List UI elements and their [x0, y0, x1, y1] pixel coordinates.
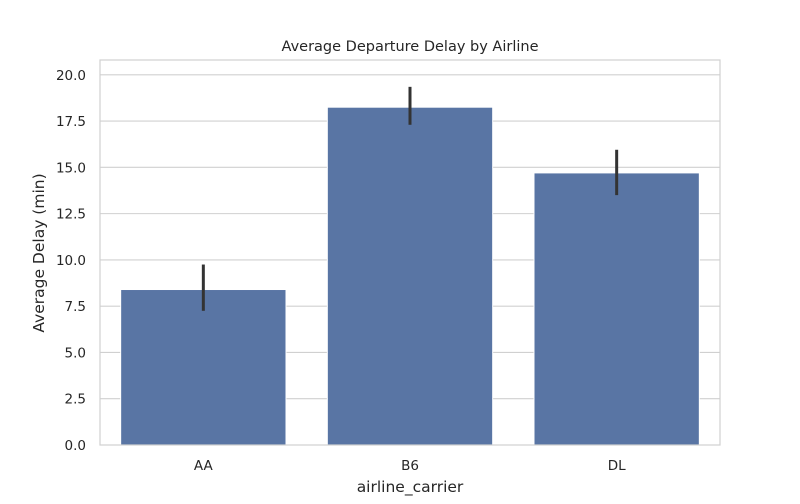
error-bars [201, 86, 619, 311]
x-tick-labels: AA B6 DL [194, 458, 626, 474]
y-tick-label: 15.0 [56, 160, 86, 176]
y-tick-label: 0.0 [65, 438, 86, 454]
y-tick-label: 5.0 [65, 345, 86, 361]
y-tick-label: 20.0 [56, 68, 86, 84]
bar-dl [533, 172, 700, 446]
y-tick-label: 10.0 [56, 253, 86, 269]
y-tick-labels: 0.0 2.5 5.0 7.5 10.0 12.5 15.0 17.5 20.0 [56, 68, 86, 454]
y-tick-label: 7.5 [65, 299, 86, 315]
x-tick-label: B6 [401, 458, 419, 474]
y-tick-label: 17.5 [56, 114, 86, 130]
y-axis-label: Average Delay (min) [30, 173, 48, 332]
chart-title: Average Departure Delay by Airline [282, 39, 539, 55]
bar-b6 [326, 106, 494, 446]
y-tick-label: 2.5 [65, 392, 86, 408]
x-tick-label: AA [194, 458, 214, 474]
x-tick-label: DL [608, 458, 626, 474]
y-tick-label: 12.5 [56, 207, 86, 223]
bar-aa [120, 289, 287, 446]
bars [120, 106, 700, 446]
x-axis-label: airline_carrier [357, 478, 464, 497]
plot-frame [99, 59, 721, 446]
